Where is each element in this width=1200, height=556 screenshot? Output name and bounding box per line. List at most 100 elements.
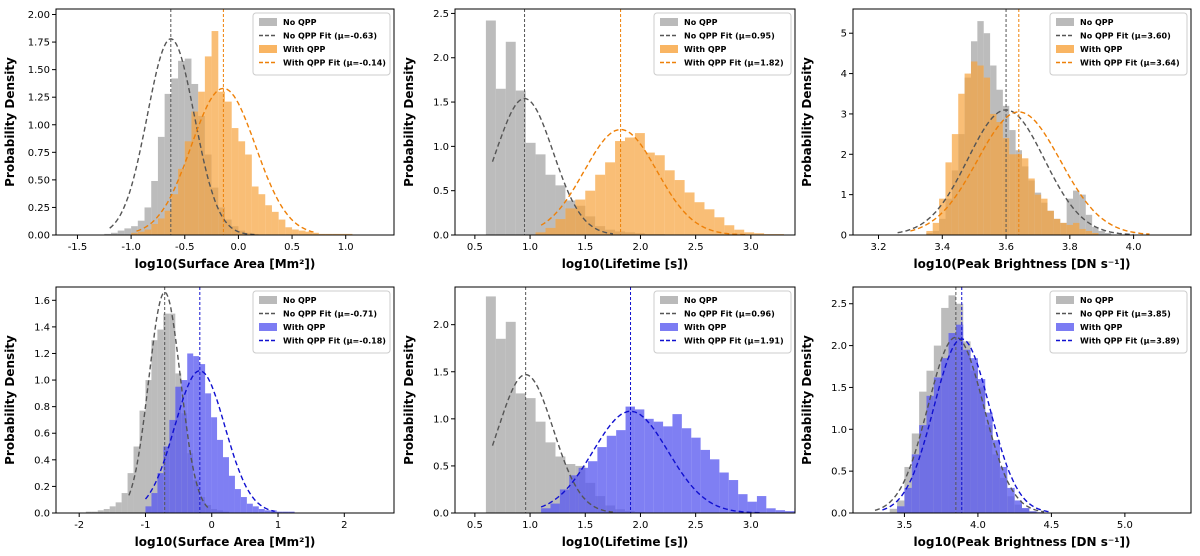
y-tick-label: 0 — [841, 231, 847, 242]
y-tick-label: 0.75 — [28, 148, 50, 159]
hist-bar-with-qpp — [794, 508, 795, 513]
y-axis-label: Probability Density — [800, 57, 814, 187]
hist-bar-with-qpp — [151, 493, 158, 513]
x-tick-label: -0.5 — [175, 242, 195, 253]
y-tick-label: 4 — [841, 69, 847, 80]
hist-bar-with-qpp — [606, 435, 617, 513]
hist-bar-no-qpp — [151, 340, 158, 513]
hist-bar-with-qpp — [171, 194, 179, 235]
x-tick-label: 2 — [341, 520, 347, 531]
hist-bar-no-qpp — [164, 93, 172, 235]
x-tick-label: -1 — [140, 520, 150, 531]
hist-bar-with-qpp — [204, 56, 212, 235]
hist-bar-with-qpp — [734, 229, 745, 235]
hist-bar-no-qpp — [110, 232, 118, 235]
hist-bar-with-qpp — [970, 61, 978, 235]
legend-entry: No QPP — [283, 18, 317, 27]
hist-bar-with-qpp — [615, 141, 625, 235]
fit-curve-no-qpp — [109, 38, 255, 235]
hist-bar-with-qpp — [654, 155, 665, 235]
x-axis-label: log10(Surface Area [Mm²]) — [135, 257, 316, 271]
hist-bar-no-qpp — [139, 410, 146, 513]
hist-bar-with-qpp — [958, 93, 965, 235]
x-tick-label: 4.0 — [970, 520, 986, 531]
hist-bar-with-qpp — [904, 487, 912, 513]
hist-bar-with-qpp — [251, 186, 259, 235]
y-tick-label: 2.00 — [28, 10, 50, 21]
hist-bar-with-qpp — [178, 168, 185, 235]
x-tick-label: 0.0 — [230, 242, 246, 253]
chart-panel-4: -2 -1 0 1 2 0.0 0.2 0.4 0.6 0.8 1.0 1.2 1.4 1.6 log10(… — [3, 286, 395, 549]
hist-bar-no-qpp — [485, 20, 496, 235]
hist-bar-with-qpp — [992, 440, 1000, 513]
hist-bar-with-qpp — [211, 417, 218, 513]
hist-bar-no-qpp — [157, 329, 164, 513]
hist-bar-with-qpp — [644, 418, 654, 513]
hist-bar-with-qpp — [728, 480, 739, 513]
hist-bar-with-qpp — [1009, 154, 1016, 235]
hist-bar-no-qpp — [131, 226, 138, 235]
fit-curve-no-qpp — [874, 336, 1045, 513]
hist-bar-with-qpp — [245, 154, 252, 235]
hist-bar-with-qpp — [926, 230, 933, 235]
fit-curve-with-qpp — [540, 410, 762, 513]
legend-entry: With QPP — [684, 45, 727, 54]
legend: No QPP No QPP Fit (μ=3.60) With QPP With QP… — [1049, 12, 1188, 76]
hist-bar-no-qpp — [97, 510, 104, 513]
x-tick-label: -2 — [74, 520, 84, 531]
x-axis-label: log10(Lifetime [s]) — [562, 535, 689, 549]
hist-bar-no-qpp — [555, 456, 566, 513]
y-tick-label: 1.75 — [28, 38, 50, 49]
hist-bar-with-qpp — [1028, 178, 1035, 235]
hist-bar-no-qpp — [169, 313, 176, 513]
hist-bar-with-qpp — [312, 232, 319, 235]
legend-swatch — [660, 18, 678, 26]
hist-bar-with-qpp — [691, 437, 701, 513]
hist-bar-with-qpp — [137, 231, 145, 235]
y-tick-label: 2.5 — [831, 299, 847, 310]
y-tick-label: 0.00 — [28, 231, 50, 242]
hist-bar-with-qpp — [169, 419, 176, 513]
hist-bar-with-qpp — [1022, 158, 1029, 235]
hist-bar-with-qpp — [1060, 222, 1067, 235]
hist-bar-with-qpp — [276, 511, 283, 513]
hist-bar-with-qpp — [744, 232, 755, 235]
hist-bar-with-qpp — [187, 353, 194, 513]
y-tick-label: 1.6 — [34, 296, 50, 307]
hist-bar-with-qpp — [305, 231, 313, 235]
hist-bar-with-qpp — [157, 473, 164, 513]
hist-bar-with-qpp — [714, 217, 725, 235]
legend-entry: No QPP Fit (μ=-0.71) — [283, 310, 377, 319]
hist-bar-with-qpp — [977, 65, 984, 235]
hist-bar-with-qpp — [575, 199, 586, 235]
axes-frame — [852, 286, 1192, 514]
legend-entry: With QPP Fit (μ=1.82) — [684, 59, 784, 68]
hist-bar-with-qpp — [911, 454, 920, 513]
legend-swatch — [1056, 45, 1074, 53]
legend-swatch — [660, 45, 678, 53]
chart-panel-1: -1.5 -1.0 -0.5 0.0 0.5 1.0 0.00 0.25 0.50 0.75 1.0… — [3, 8, 395, 271]
hist-bar-no-qpp — [555, 185, 566, 235]
hist-bar-with-qpp — [258, 194, 266, 235]
hist-bar-with-qpp — [225, 101, 232, 235]
hist-bar-with-qpp — [756, 496, 767, 513]
x-tick-label: 2.0 — [633, 242, 649, 253]
y-tick-label: 1.0 — [433, 142, 449, 153]
hist-bar-with-qpp — [588, 461, 598, 513]
hist-bar-with-qpp — [970, 358, 978, 513]
legend-entry: With QPP Fit (μ=3.89) — [1080, 337, 1180, 346]
y-tick-label: 1.5 — [433, 98, 449, 109]
y-tick-label: 3 — [841, 109, 847, 120]
hist-bar-with-qpp — [932, 222, 940, 235]
hist-bar-no-qpp — [485, 296, 496, 513]
hist-bar-with-qpp — [175, 386, 182, 513]
hist-bar-with-qpp — [193, 356, 200, 513]
hist-bar-with-qpp — [345, 233, 353, 235]
x-tick-label: 3.0 — [743, 242, 759, 253]
hist-bar-with-qpp — [999, 466, 1008, 513]
hist-bar-with-qpp — [199, 364, 206, 513]
hist-bar-with-qpp — [977, 379, 986, 513]
x-tick-label: 3.2 — [871, 242, 887, 253]
hist-bar-with-qpp — [211, 31, 219, 235]
legend: No QPP No QPP Fit (μ=0.96) With QPP With QP… — [653, 290, 792, 354]
